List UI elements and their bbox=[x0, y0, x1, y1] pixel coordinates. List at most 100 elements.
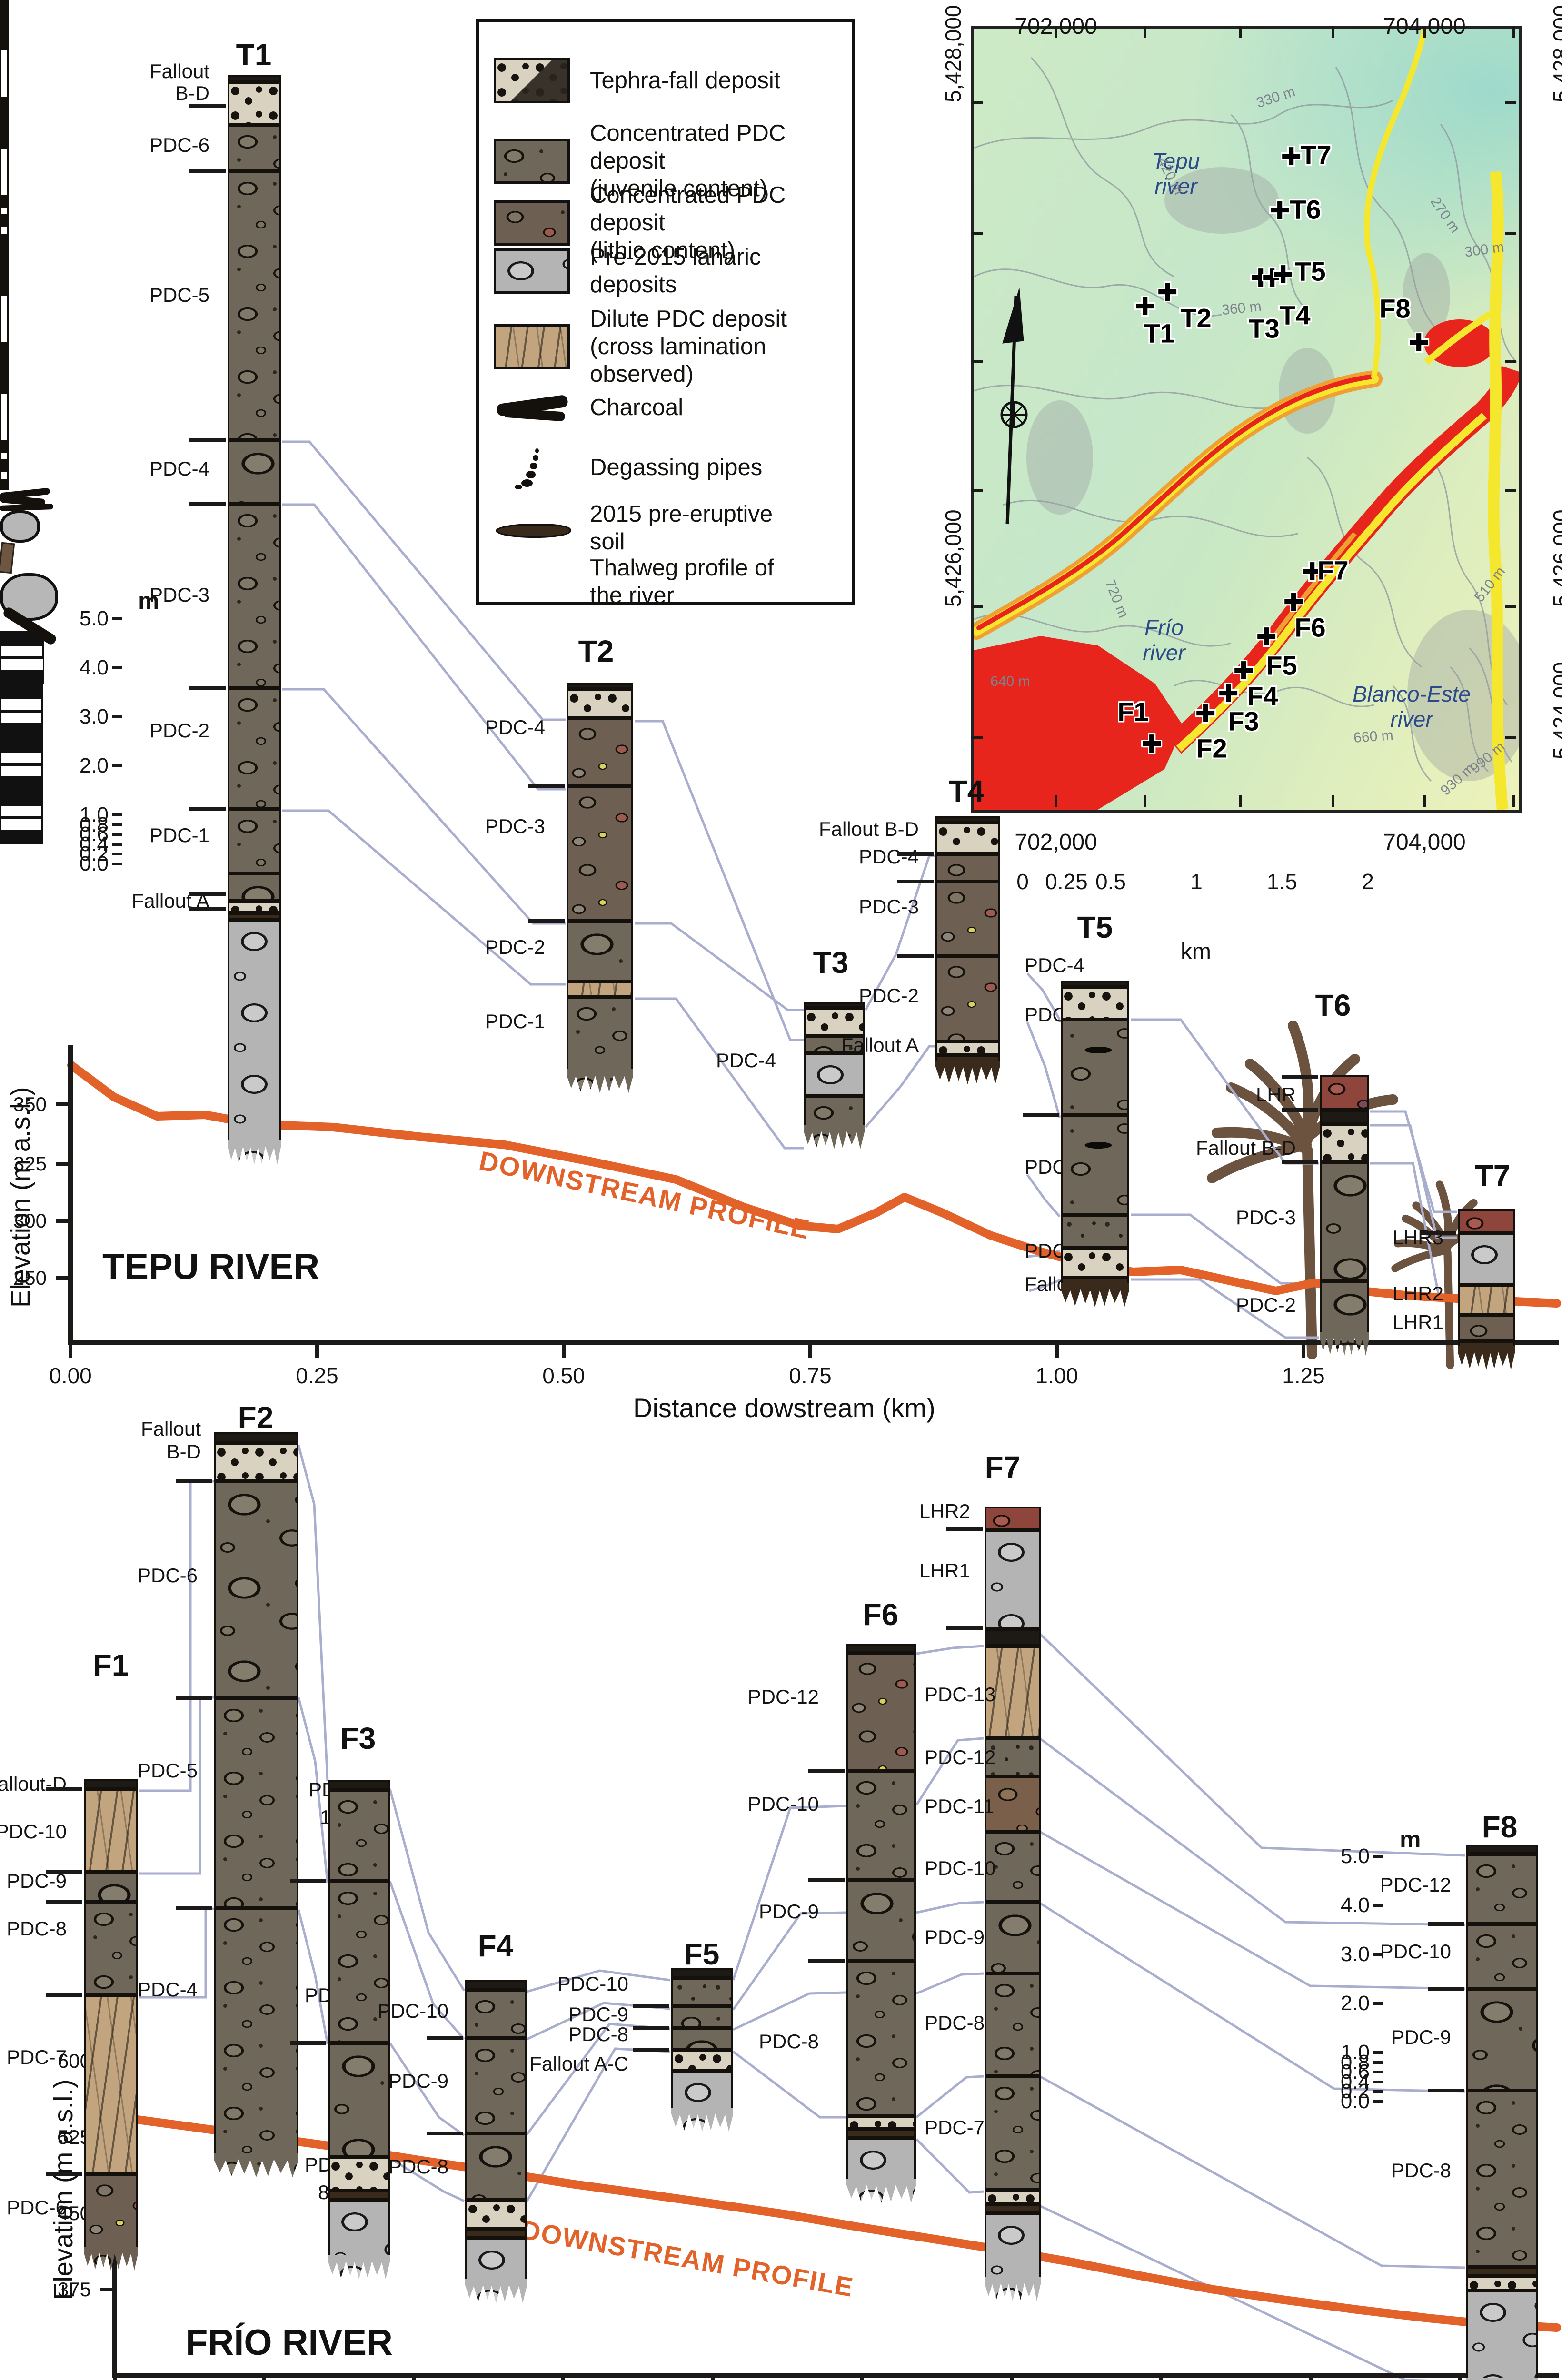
tepu-mscale-label: 4.0 bbox=[79, 656, 109, 679]
strat-label: PDC-3 bbox=[485, 815, 545, 837]
map-scalebar-segment bbox=[0, 818, 43, 831]
strat-label: PDC-10 bbox=[557, 1973, 628, 1995]
layer-boundary-tick bbox=[189, 907, 226, 911]
correlation-line bbox=[732, 1805, 846, 1981]
strat-label: PDC-7 bbox=[6, 2046, 67, 2068]
site-label-F6: F6 bbox=[1294, 612, 1326, 643]
strat-layer-juvc bbox=[1320, 1162, 1369, 1281]
tepu-mscale-label: 3.0 bbox=[79, 705, 109, 728]
layer-boundary-tick bbox=[46, 1993, 82, 1997]
tepu-deposit-band bbox=[974, 29, 1427, 640]
pre-eruptive-soil-icon bbox=[494, 506, 571, 551]
strat-label: LHR3 bbox=[1392, 1226, 1443, 1249]
strat-layer-juvc bbox=[84, 1872, 138, 1902]
site-label-F3: F3 bbox=[1228, 706, 1259, 736]
strat-layer-tephra bbox=[328, 2157, 390, 2191]
strat-layer-tephra bbox=[804, 1008, 865, 1036]
strat-label: PDC-12 bbox=[925, 1746, 996, 1768]
tepu-mscale-seg bbox=[0, 235, 9, 245]
map-river-label: Tepu river bbox=[1152, 149, 1200, 199]
site-marker-F4: ✚ bbox=[1233, 657, 1254, 685]
strat-layer-juv bbox=[465, 2038, 527, 2133]
map-river-label-line: river bbox=[1143, 640, 1185, 665]
tepu-ytick-label: 350 bbox=[13, 1093, 47, 1115]
strat-label: PDC-4 bbox=[858, 845, 919, 868]
strat-label: Fallout B-D bbox=[1195, 1137, 1296, 1159]
strat-column-base bbox=[84, 2247, 138, 2271]
strat-layer-tephra bbox=[935, 1041, 1000, 1055]
layer-boundary-tick bbox=[46, 2172, 82, 2176]
correlation-line bbox=[732, 2051, 846, 2119]
layer-boundary-tick bbox=[189, 807, 226, 811]
site-label-T6: T6 bbox=[1290, 194, 1321, 225]
strat-layer-juv bbox=[228, 171, 281, 440]
map-edge-tick bbox=[1144, 795, 1146, 807]
strat-column-title-T2: T2 bbox=[578, 634, 614, 668]
layer-boundary-tick bbox=[290, 2041, 326, 2045]
frio-xtick bbox=[561, 2378, 565, 2380]
strat-layer-soil bbox=[328, 2191, 390, 2200]
tepu-xtick-label: 1.00 bbox=[1035, 1363, 1078, 1388]
strat-layer-lithic bbox=[935, 956, 1000, 1041]
strat-column-title-F1: F1 bbox=[93, 1648, 129, 1682]
strat-layer-cap bbox=[328, 1780, 390, 1790]
map-edge-tick bbox=[1423, 26, 1426, 38]
map-edge-tick bbox=[1505, 605, 1516, 608]
site-marker-T1: ✚ bbox=[1134, 293, 1155, 321]
map-edge-tick bbox=[1505, 360, 1516, 363]
thalweg-line-icon bbox=[494, 559, 570, 605]
tepu-mscale-tick bbox=[112, 843, 122, 846]
strat-label: Fallout bbox=[140, 1418, 201, 1440]
strat-column-title-F4: F4 bbox=[478, 1929, 514, 1963]
strat-column-title-F5: F5 bbox=[684, 1937, 720, 1971]
strat-layer-cap bbox=[985, 1629, 1041, 1646]
strat-layer-juv bbox=[328, 1790, 390, 1881]
frio-xtick bbox=[1458, 2378, 1462, 2380]
map-edge-tick bbox=[1055, 26, 1057, 38]
legend-item-dilute: Dilute PDC deposit (cross lamination obse… bbox=[494, 306, 852, 388]
strat-layer-cap bbox=[804, 1002, 865, 1008]
strat-label: PDC-6 bbox=[137, 1564, 198, 1587]
strat-label: PDC-8 bbox=[6, 1917, 67, 1940]
strat-column-base bbox=[465, 2279, 527, 2303]
map-river-label-line: Blanco-Este bbox=[1352, 682, 1471, 707]
tepu-mscale-label: 0.8 bbox=[79, 813, 109, 836]
tepu-mscale-label: 0.6 bbox=[79, 823, 109, 846]
site-marker-T4: ✚ bbox=[1262, 265, 1283, 292]
legend-label: Concentrated PDC deposit bbox=[590, 120, 786, 174]
site-marker-F6: ✚ bbox=[1283, 589, 1304, 616]
strat-layer-lahar bbox=[1466, 2291, 1538, 2380]
strat-label: Fallout A bbox=[131, 890, 209, 912]
site-marker-T3: ✚ bbox=[1250, 265, 1271, 292]
strat-layer-juv bbox=[328, 1881, 390, 2043]
tepu-xtick bbox=[562, 1345, 566, 1358]
strat-layer-lahar bbox=[846, 2138, 916, 2181]
layer-boundary-tick bbox=[189, 104, 226, 108]
strat-column-base bbox=[671, 2108, 733, 2132]
strat-layer-juvc bbox=[671, 2028, 733, 2050]
frio-xtick bbox=[1010, 2378, 1014, 2380]
frio-mscale-seg bbox=[0, 245, 9, 294]
strat-layer-cap bbox=[671, 1968, 733, 1978]
legend-label: (juvenile content) bbox=[590, 175, 768, 201]
strat-label: PDC-2 bbox=[858, 984, 919, 1007]
site-label-T2: T2 bbox=[1180, 303, 1212, 333]
strat-column-title-T5: T5 bbox=[1077, 910, 1113, 944]
layer-boundary-tick bbox=[946, 1527, 983, 1531]
map-scalebar-segment bbox=[0, 804, 43, 818]
correlation-line bbox=[1039, 1902, 1466, 2093]
frio-mscale-tick bbox=[1373, 2100, 1383, 2103]
site-marker-F8: ✚ bbox=[1408, 329, 1429, 357]
tepu-xtick bbox=[1302, 1345, 1305, 1358]
strat-label: PDC-6 bbox=[149, 134, 209, 156]
strat-label: PDC-3 bbox=[858, 895, 919, 918]
frio-xtick bbox=[860, 2378, 864, 2380]
map-edge-tick bbox=[971, 736, 983, 739]
map-edge-tick bbox=[1144, 26, 1146, 38]
strat-layer-lithic bbox=[935, 882, 1000, 956]
legend-item-soil: 2015 pre-eruptive soil bbox=[494, 501, 773, 556]
site-label-T5: T5 bbox=[1294, 256, 1326, 287]
strat-layer-tephra bbox=[846, 2116, 916, 2129]
frio-xtick bbox=[1159, 2378, 1163, 2380]
strat-label: PDC-3 bbox=[1235, 1206, 1296, 1229]
